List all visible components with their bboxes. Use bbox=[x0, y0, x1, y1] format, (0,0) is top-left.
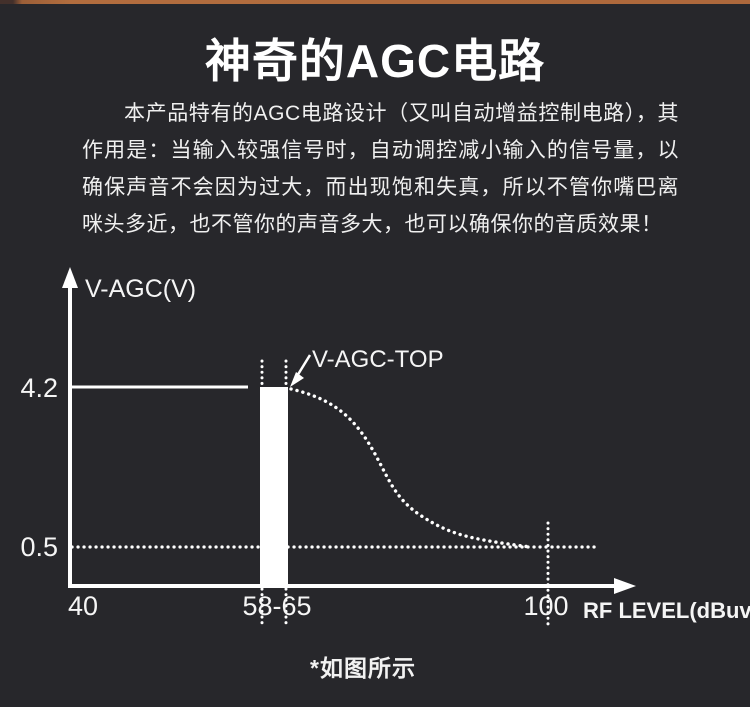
y-axis-label: V-AGC(V) bbox=[85, 275, 196, 303]
agc-band-bar bbox=[260, 387, 288, 586]
x-axis-arrow-icon bbox=[614, 578, 636, 594]
agc-chart-svg: V-AGC(V) RF LEVEL(dBuv) V-AGC-TOP 4.2 0.… bbox=[20, 267, 750, 629]
annotation-v-agc-top: V-AGC-TOP bbox=[312, 346, 444, 373]
intro-paragraph: 本产品特有的AGC电路设计（又叫自动增益控制电路），其作用是：当输入较强信号时，… bbox=[82, 102, 679, 236]
y-tick-4-2: 4.2 bbox=[20, 373, 58, 403]
x-axis-label: RF LEVEL(dBuv) bbox=[583, 598, 750, 623]
agc-chart: V-AGC(V) RF LEVEL(dBuv) V-AGC-TOP 4.2 0.… bbox=[0, 255, 750, 645]
x-tick-40: 40 bbox=[68, 591, 98, 621]
annotation-arrow-head-icon bbox=[290, 372, 304, 387]
footnote: *如图所示 bbox=[310, 655, 416, 681]
y-axis-arrow-icon bbox=[62, 267, 78, 288]
x-tick-58-65: 58-65 bbox=[242, 591, 311, 621]
y-tick-0-5: 0.5 bbox=[20, 532, 58, 562]
x-tick-100: 100 bbox=[523, 591, 568, 621]
top-accent-strip bbox=[0, 0, 750, 4]
agc-response-curve bbox=[289, 387, 532, 549]
page-title: 神奇的AGC电路 bbox=[204, 35, 546, 87]
